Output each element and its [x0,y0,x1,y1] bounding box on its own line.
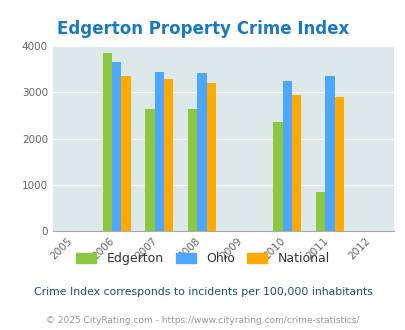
Bar [324,76,334,231]
Text: Edgerton Property Crime Index: Edgerton Property Crime Index [57,20,348,38]
Bar [197,73,206,231]
Bar [164,79,173,231]
Bar [188,109,197,231]
Text: Crime Index corresponds to incidents per 100,000 inhabitants: Crime Index corresponds to incidents per… [34,287,371,297]
Bar [145,109,154,231]
Legend: Edgerton, Ohio, National: Edgerton, Ohio, National [71,247,334,270]
Bar [102,53,112,231]
Bar [121,76,130,231]
Bar [154,72,164,231]
Bar [315,192,324,231]
Bar [291,95,301,231]
Bar [112,62,121,231]
Bar [282,81,291,231]
Text: © 2025 CityRating.com - https://www.cityrating.com/crime-statistics/: © 2025 CityRating.com - https://www.city… [46,315,359,325]
Bar [334,97,343,231]
Bar [273,122,282,231]
Bar [206,83,215,231]
